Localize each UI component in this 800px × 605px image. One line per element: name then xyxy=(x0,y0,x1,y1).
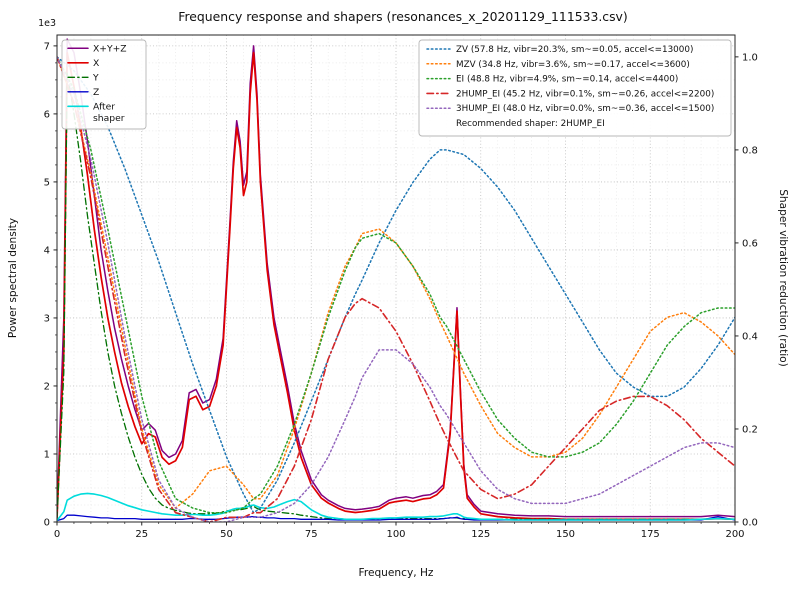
text-label: 4 xyxy=(44,245,50,256)
text-label: 0.4 xyxy=(742,331,758,342)
text-label: 3 xyxy=(44,313,50,324)
text-label: 6 xyxy=(44,109,50,120)
text-label: 5 xyxy=(44,177,50,188)
text-label: 7 xyxy=(44,41,50,52)
legend-entry: X+Y+Z xyxy=(67,44,127,55)
text-label: 0.0 xyxy=(742,518,758,529)
legend-right: ZV (57.8 Hz, vibr=20.3%, sm~=0.05, accel… xyxy=(418,39,732,137)
series-group xyxy=(57,38,735,522)
text-label: X+Y+Z xyxy=(93,44,127,55)
legend-entry: ZV (57.8 Hz, vibr=20.3%, sm~=0.05, accel… xyxy=(426,45,693,55)
text-label: 75 xyxy=(305,529,318,540)
series-line-MZV xyxy=(57,56,735,509)
text-label: X xyxy=(93,58,99,69)
legend-entry: MZV (34.8 Hz, vibr=3.6%, sm~=0.17, accel… xyxy=(426,60,690,70)
text-label: 0.2 xyxy=(742,424,758,435)
legend-entry: Y xyxy=(67,73,99,84)
series-line-X+Y+Z xyxy=(57,38,735,518)
text-label: 0 xyxy=(54,529,60,540)
text-label: MZV (34.8 Hz, vibr=3.6%, sm~=0.17, accel… xyxy=(456,60,690,70)
legend-entry: X xyxy=(67,58,99,69)
text-label: ZV (57.8 Hz, vibr=20.3%, sm~=0.05, accel… xyxy=(456,45,693,55)
text-label: Recommended shaper: 2HUMP_EI xyxy=(456,119,605,129)
text-label: 2 xyxy=(44,381,50,392)
y-left-offset-label: 1e3 xyxy=(38,18,56,29)
text-label: 100 xyxy=(386,529,405,540)
x-axis-label: Frequency, Hz xyxy=(359,567,434,579)
text-label: 150 xyxy=(556,529,575,540)
text-label: 125 xyxy=(471,529,490,540)
series-line-ZV xyxy=(57,56,735,514)
legend-box xyxy=(418,39,732,137)
legend-entry: Recommended shaper: 2HUMP_EI xyxy=(456,119,605,129)
legend-entry: 2HUMP_EI (45.2 Hz, vibr=0.1%, sm~=0.26, … xyxy=(426,89,714,99)
legend-entry: EI (48.8 Hz, vibr=4.9%, sm~=0.14, accel<… xyxy=(426,75,678,85)
text-label: 2HUMP_EI (45.2 Hz, vibr=0.1%, sm~=0.26, … xyxy=(456,89,714,99)
legend-entry: Z xyxy=(67,87,99,98)
legend-entry: 3HUMP_EI (48.0 Hz, vibr=0.0%, sm~=0.36, … xyxy=(426,104,714,114)
text-label: EI (48.8 Hz, vibr=4.9%, sm~=0.14, accel<… xyxy=(456,75,678,85)
series-line-3HUMP_EI xyxy=(57,56,735,522)
plot-area: 0 25 50 75 100 125 150 175 200 0 1 2 3 4 5 6 7 0.0 0.2 0.4 0… xyxy=(44,34,758,540)
text-label: 1.0 xyxy=(742,52,758,63)
ticks: 0 25 50 75 100 125 150 175 200 0 1 2 3 4 5 6 7 0.0 0.2 0.4 0… xyxy=(44,41,758,540)
text-label: Z xyxy=(93,87,99,98)
text-label: After xyxy=(93,102,115,113)
text-label: 0.6 xyxy=(742,238,758,249)
text-label: 0.8 xyxy=(742,145,758,156)
y-left-axis-label: Power spectral density xyxy=(7,218,19,338)
text-label: 1 xyxy=(44,449,50,460)
text-label: 50 xyxy=(220,529,233,540)
text-label: 175 xyxy=(641,529,660,540)
chart-title: Frequency response and shapers (resonanc… xyxy=(178,9,627,24)
y-right-axis-label: Shaper vibration reduction (ratio) xyxy=(777,189,789,367)
text-label: shaper xyxy=(93,113,125,124)
series-line-2HUMP_EI xyxy=(57,56,735,522)
series-line-EI xyxy=(57,56,735,514)
text-label: 3HUMP_EI (48.0 Hz, vibr=0.0%, sm~=0.36, … xyxy=(456,104,714,114)
text-label: Y xyxy=(92,73,99,84)
text-label: 25 xyxy=(135,529,148,540)
text-label: 200 xyxy=(725,529,744,540)
text-label: 0 xyxy=(44,518,50,529)
